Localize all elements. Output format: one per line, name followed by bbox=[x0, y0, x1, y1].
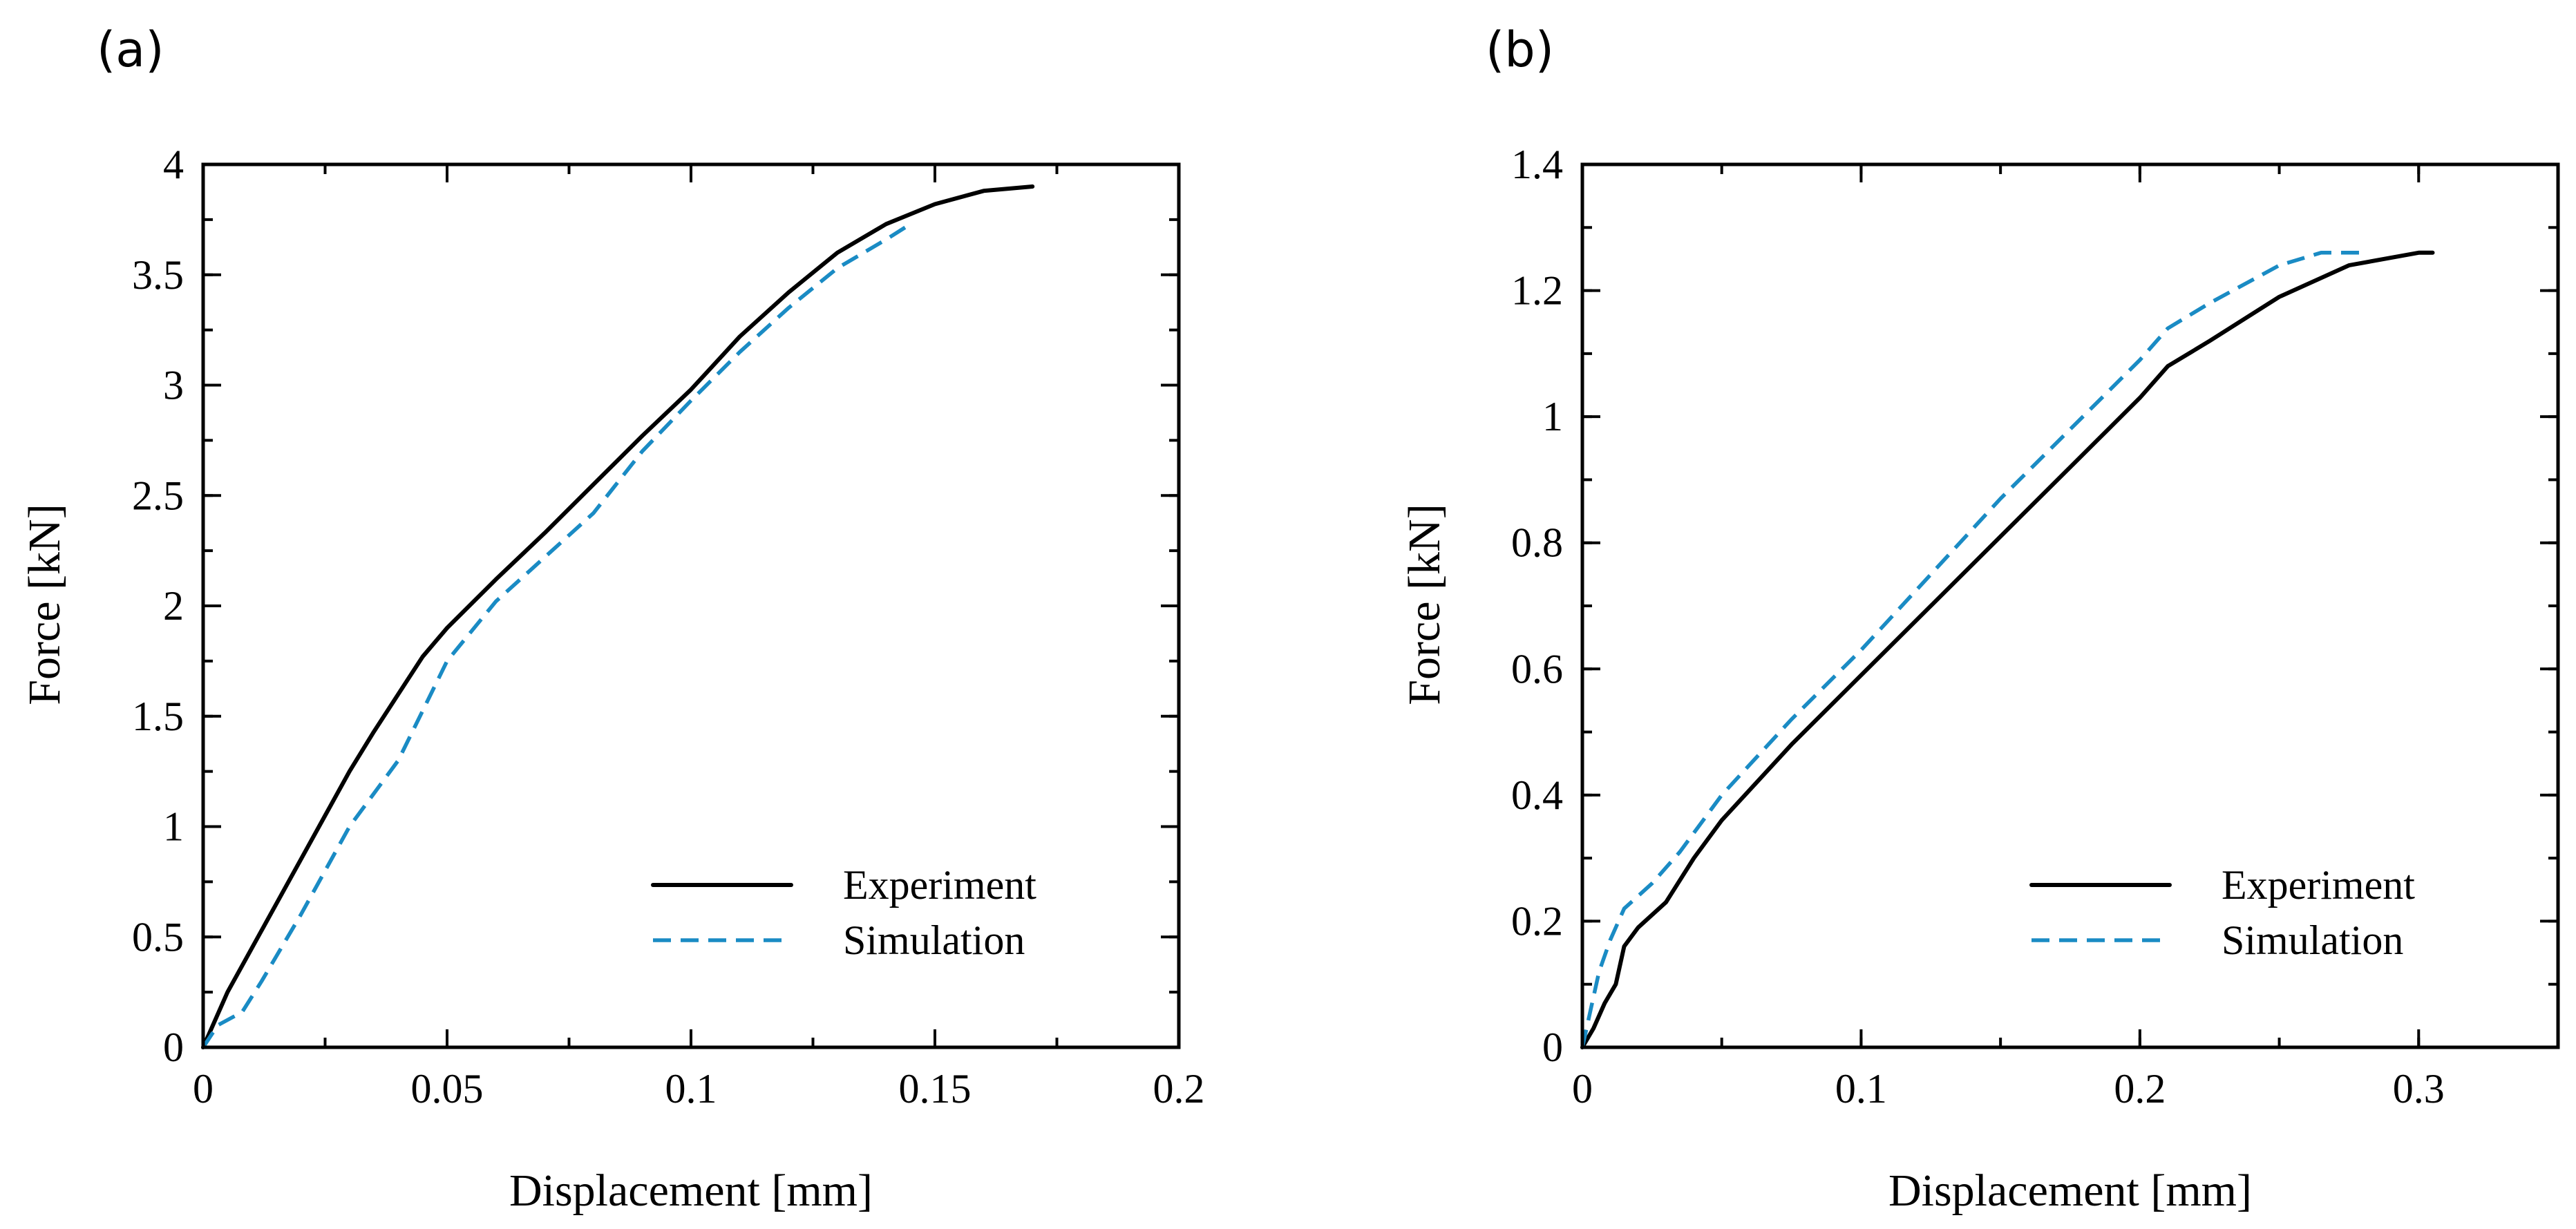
series-line-simulation-b bbox=[1580, 251, 2363, 1048]
x-tick-label-a: 0.2 bbox=[1153, 1066, 1205, 1112]
x-tick-label-b: 0.1 bbox=[1835, 1066, 1887, 1112]
plot-frame-a bbox=[201, 162, 1181, 1049]
y-tick-label-b: 1 bbox=[1542, 394, 1563, 439]
series-b bbox=[1580, 250, 2435, 1049]
y-axis-label-text-a: Force [kN] bbox=[19, 504, 70, 705]
x-tick-label-a: 0.1 bbox=[665, 1066, 717, 1112]
panel-label-b: (b) bbox=[1486, 21, 1554, 78]
x-tick-label-a: 0.05 bbox=[411, 1066, 484, 1112]
legend-label-simulation-b: Simulation bbox=[2222, 917, 2403, 963]
ticks-b: 0 0.1 0.2 0.3 0 0.2 0.4 0.6 0.8 1 1.2 1.4 bbox=[1511, 142, 2559, 1112]
y-tick-label-b: 0.2 bbox=[1511, 898, 1563, 944]
x-axis-label-b: Displacement [mm] bbox=[1888, 1165, 2252, 1216]
y-tick-label-a: 2 bbox=[163, 583, 184, 629]
x-tick-label-b: 0 bbox=[1572, 1066, 1593, 1112]
y-tick-label-a: 3 bbox=[163, 363, 184, 408]
y-tick-label-a: 4 bbox=[163, 142, 184, 187]
series-line-experiment-a bbox=[201, 184, 1035, 1049]
y-tick-label-a: 2.5 bbox=[132, 473, 184, 518]
y-tick-label-b: 0 bbox=[1542, 1025, 1563, 1070]
y-tick-label-a: 1.5 bbox=[132, 694, 184, 739]
plot-frame-b bbox=[1580, 162, 2560, 1049]
series-a bbox=[201, 184, 1035, 1049]
ticks-a: 0 0.05 0.1 0.15 0.2 0 0.5 1 1.5 2 2.5 3 3.5 4 bbox=[132, 142, 1205, 1112]
y-axis-label-b: Force [kN] bbox=[1399, 504, 1450, 705]
chart-panel-a: (a) Force [kN] Displacement [mm] 0 0.05 0.… bbox=[19, 21, 1205, 1216]
x-tick-label-a: 0.15 bbox=[899, 1066, 972, 1112]
legend-b: Experiment Simulation bbox=[2029, 862, 2415, 963]
series-line-experiment-b bbox=[1580, 250, 2435, 1049]
x-axis-label-a: Displacement [mm] bbox=[509, 1165, 873, 1216]
x-tick-label-a: 0 bbox=[193, 1066, 214, 1112]
x-tick-label-b: 0.2 bbox=[2114, 1066, 2166, 1112]
y-tick-label-b: 1.2 bbox=[1511, 268, 1563, 314]
legend-label-simulation-a: Simulation bbox=[843, 917, 1025, 963]
y-tick-label-b: 0.8 bbox=[1511, 520, 1563, 566]
y-axis-label-a: Force [kN] bbox=[19, 504, 70, 705]
y-tick-label-a: 3.5 bbox=[132, 252, 184, 298]
legend-label-experiment-a: Experiment bbox=[843, 862, 1036, 908]
legend-label-experiment-b: Experiment bbox=[2222, 862, 2415, 908]
y-axis-label-text-b: Force [kN] bbox=[1399, 504, 1450, 705]
y-tick-label-a: 1 bbox=[163, 804, 184, 850]
panel-label-a: (a) bbox=[97, 21, 164, 78]
legend-a: Experiment Simulation bbox=[651, 862, 1036, 963]
y-tick-label-a: 0 bbox=[163, 1025, 184, 1070]
x-tick-label-b: 0.3 bbox=[2393, 1066, 2445, 1112]
y-tick-label-b: 0.4 bbox=[1511, 772, 1563, 818]
y-tick-label-a: 0.5 bbox=[132, 914, 184, 960]
series-line-simulation-a bbox=[201, 222, 912, 1049]
chart-panel-b: (b) Force [kN] Displacement [mm] 0 0.1 0.2… bbox=[1399, 21, 2560, 1216]
y-tick-label-b: 1.4 bbox=[1511, 142, 1563, 187]
y-tick-label-b: 0.6 bbox=[1511, 646, 1563, 692]
